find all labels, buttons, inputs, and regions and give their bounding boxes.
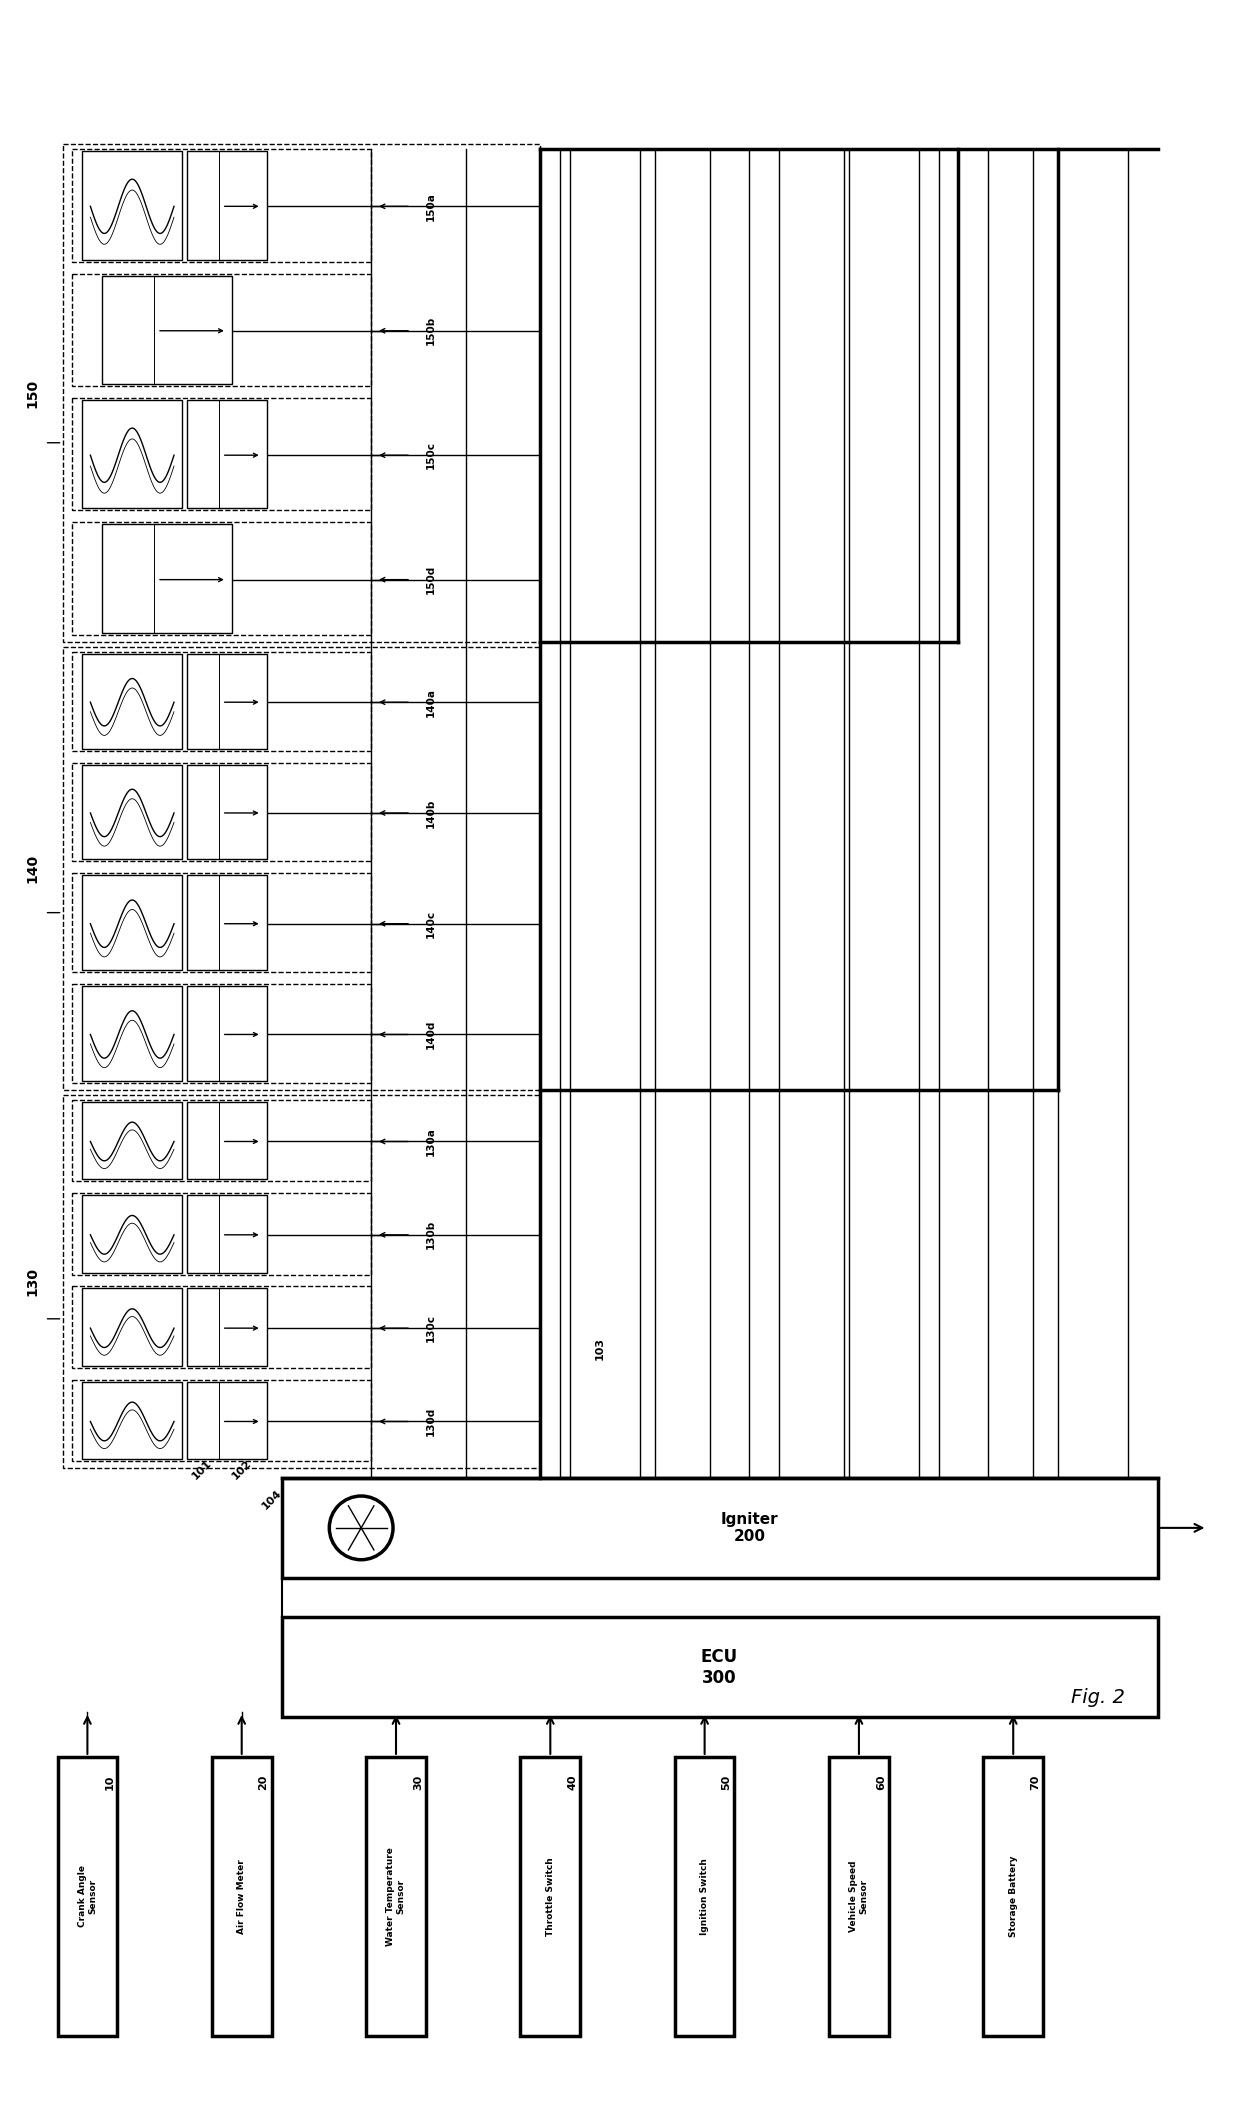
Bar (72, 874, 371, 973)
Text: Fig. 2: Fig. 2 (1071, 1687, 1125, 1706)
Bar (212, 1756, 272, 2035)
Bar (72, 1100, 371, 1182)
Bar (72, 399, 371, 511)
Bar (187, 654, 267, 749)
Bar (187, 1102, 267, 1180)
Text: 140c: 140c (425, 910, 436, 937)
Bar (82, 152, 182, 260)
Bar (82, 986, 182, 1081)
Text: 150: 150 (26, 378, 40, 407)
Text: 130a: 130a (425, 1127, 436, 1157)
Bar (62, 646, 541, 1089)
Bar (830, 1756, 889, 2035)
Text: Crank Angle
Sensor: Crank Angle Sensor (78, 1866, 97, 1927)
Bar (82, 876, 182, 971)
Bar (72, 1381, 371, 1461)
Bar (103, 524, 232, 633)
Text: 102: 102 (229, 1459, 253, 1482)
Text: 50: 50 (722, 1775, 732, 1790)
Bar (187, 1195, 267, 1273)
Text: 140: 140 (26, 853, 40, 882)
Bar (281, 1478, 1158, 1577)
Bar (82, 399, 182, 509)
Text: Storage Battery: Storage Battery (1008, 1856, 1018, 1938)
Bar (187, 1288, 267, 1366)
Text: 140a: 140a (425, 688, 436, 718)
Bar (366, 1756, 425, 2035)
Bar (187, 986, 267, 1081)
Text: 101: 101 (190, 1459, 213, 1482)
Bar (82, 1102, 182, 1180)
Text: 130d: 130d (425, 1406, 436, 1435)
Bar (187, 399, 267, 509)
Bar (72, 274, 371, 386)
Text: 130c: 130c (425, 1315, 436, 1343)
Bar (72, 150, 371, 262)
Bar (82, 1288, 182, 1366)
Text: 150b: 150b (425, 317, 436, 346)
Bar (57, 1756, 118, 2035)
Bar (72, 652, 371, 752)
Text: 130: 130 (26, 1267, 40, 1296)
Text: 20: 20 (259, 1775, 269, 1790)
Text: 70: 70 (1030, 1775, 1040, 1790)
Text: 104: 104 (260, 1488, 283, 1511)
Bar (72, 762, 371, 861)
Bar (72, 521, 371, 635)
Bar (82, 1383, 182, 1459)
Text: 140b: 140b (425, 798, 436, 828)
Bar (62, 1096, 541, 1467)
Text: 10: 10 (104, 1775, 114, 1790)
Bar (187, 152, 267, 260)
Bar (675, 1756, 734, 2035)
Text: 103: 103 (595, 1336, 605, 1359)
Bar (82, 1195, 182, 1273)
Bar (103, 277, 232, 384)
Bar (82, 764, 182, 859)
Bar (521, 1756, 580, 2035)
Text: 150c: 150c (425, 441, 436, 469)
Bar (72, 1193, 371, 1275)
Bar (72, 1286, 371, 1368)
Text: Air Flow Meter: Air Flow Meter (237, 1860, 247, 1934)
Bar (281, 1617, 1158, 1716)
Text: 130b: 130b (425, 1220, 436, 1250)
Bar (983, 1756, 1043, 2035)
Text: Ignition Switch: Ignition Switch (701, 1858, 709, 1934)
Text: Vehicle Speed
Sensor: Vehicle Speed Sensor (849, 1860, 869, 1932)
Text: 140d: 140d (425, 1020, 436, 1049)
Text: 60: 60 (875, 1775, 885, 1790)
Bar (187, 1383, 267, 1459)
Text: Throttle Switch: Throttle Switch (546, 1858, 554, 1936)
Text: 40: 40 (567, 1775, 577, 1790)
Text: 30: 30 (413, 1775, 423, 1790)
Text: Water Temperature
Sensor: Water Temperature Sensor (387, 1847, 405, 1946)
Text: ECU
300: ECU 300 (701, 1649, 738, 1687)
Bar (187, 876, 267, 971)
Bar (187, 764, 267, 859)
Text: 150a: 150a (425, 192, 436, 222)
Bar (62, 144, 541, 642)
Text: Igniter
200: Igniter 200 (720, 1511, 779, 1543)
Bar (72, 984, 371, 1083)
Text: 150d: 150d (425, 566, 436, 595)
Bar (82, 654, 182, 749)
